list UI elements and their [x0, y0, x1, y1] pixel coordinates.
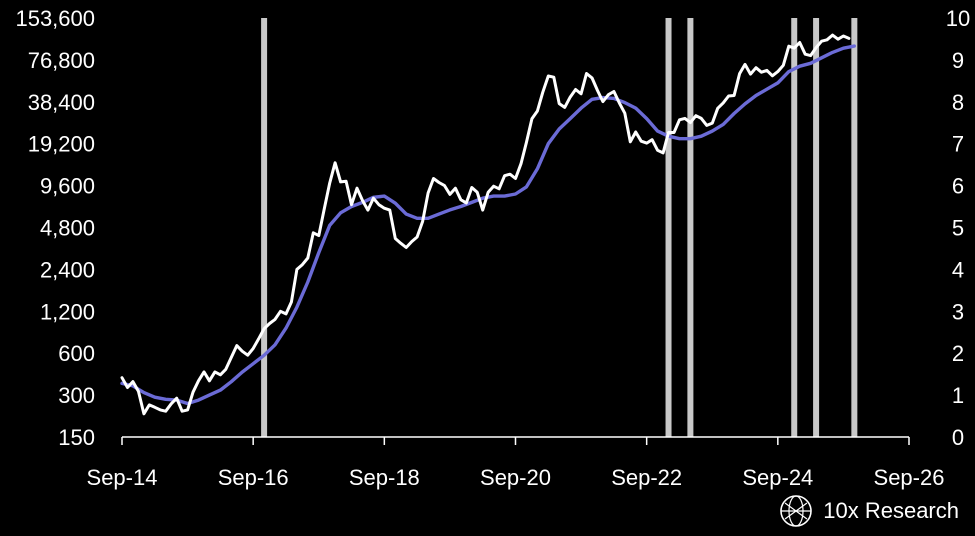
right-tick-label: 9 — [952, 48, 964, 73]
vertical-marker-3 — [791, 18, 798, 437]
left-tick-label: 300 — [58, 383, 95, 408]
left-tick-label: 38,400 — [28, 90, 95, 115]
x-tick-label: Sep-24 — [742, 465, 813, 490]
vertical-markers — [261, 18, 858, 437]
brand: 10x Research — [779, 494, 959, 528]
vertical-marker-2 — [687, 18, 694, 437]
right-tick-label: 6 — [952, 174, 964, 199]
right-axis-ticks: 0 1 2 3 4 5 6 7 8 9 10 — [946, 6, 970, 450]
x-tick-label: Sep-18 — [349, 465, 420, 490]
brand-name: 10x Research — [823, 498, 959, 523]
x-tick-label: Sep-20 — [480, 465, 551, 490]
left-tick-label: 153,600 — [15, 6, 95, 31]
right-tick-label: 8 — [952, 90, 964, 115]
left-axis-ticks: 150 300 600 1,200 2,400 4,800 9,600 19,200 38,40… — [15, 6, 95, 450]
vertical-marker-4 — [813, 18, 820, 437]
left-tick-label: 19,200 — [28, 132, 95, 157]
left-tick-label: 9,600 — [40, 174, 95, 199]
globe-logo-icon — [780, 495, 813, 527]
right-tick-label: 0 — [952, 425, 964, 450]
x-axis-ticks: Sep-14 Sep-16 Sep-18 Sep-20 Sep-22 Sep-24 Sep-… — [87, 465, 945, 490]
right-tick-label: 7 — [952, 132, 964, 157]
right-tick-label: 1 — [952, 383, 964, 408]
vertical-marker-0 — [261, 18, 268, 437]
left-tick-label: 150 — [58, 425, 95, 450]
x-axis — [121, 436, 910, 445]
series-line-trend — [120, 44, 856, 406]
right-tick-label: 3 — [952, 299, 964, 324]
x-tick-label: Sep-16 — [218, 465, 289, 490]
x-tick-label: Sep-14 — [87, 465, 158, 490]
vertical-marker-5 — [851, 18, 858, 437]
left-tick-label: 76,800 — [28, 48, 95, 73]
right-tick-label: 2 — [952, 341, 964, 366]
right-tick-label: 5 — [952, 216, 964, 241]
right-tick-label: 4 — [952, 257, 964, 282]
right-tick-label: 10 — [946, 6, 970, 31]
vertical-marker-1 — [665, 18, 672, 437]
series-line-price — [120, 33, 851, 416]
x-tick-label: Sep-22 — [611, 465, 682, 490]
left-tick-label: 1,200 — [40, 299, 95, 324]
left-tick-label: 2,400 — [40, 257, 95, 282]
x-tick-label: Sep-26 — [874, 465, 945, 490]
left-tick-label: 4,800 — [40, 216, 95, 241]
series-layer — [120, 33, 856, 416]
left-tick-label: 600 — [58, 341, 95, 366]
